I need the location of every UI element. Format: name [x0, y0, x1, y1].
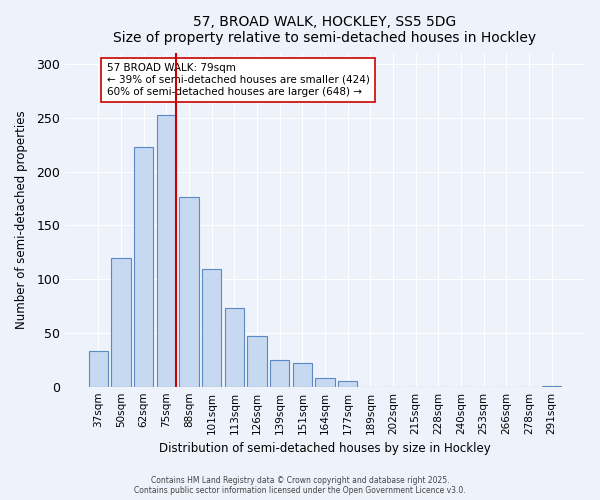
Text: 57 BROAD WALK: 79sqm
← 39% of semi-detached houses are smaller (424)
60% of semi: 57 BROAD WALK: 79sqm ← 39% of semi-detac… [107, 64, 370, 96]
Bar [270, 360, 289, 386]
Bar [112, 258, 131, 386]
Bar [316, 378, 335, 386]
Y-axis label: Number of semi-detached properties: Number of semi-detached properties [15, 110, 28, 330]
Bar [338, 382, 358, 386]
Bar [157, 114, 176, 386]
Bar [225, 308, 244, 386]
Bar [293, 363, 312, 386]
Bar [89, 351, 108, 386]
Text: Contains HM Land Registry data © Crown copyright and database right 2025.
Contai: Contains HM Land Registry data © Crown c… [134, 476, 466, 495]
Title: 57, BROAD WALK, HOCKLEY, SS5 5DG
Size of property relative to semi-detached hous: 57, BROAD WALK, HOCKLEY, SS5 5DG Size of… [113, 15, 536, 45]
Bar [247, 336, 266, 386]
Bar [134, 147, 154, 386]
Bar [179, 198, 199, 386]
X-axis label: Distribution of semi-detached houses by size in Hockley: Distribution of semi-detached houses by … [159, 442, 491, 455]
Bar [202, 270, 221, 386]
